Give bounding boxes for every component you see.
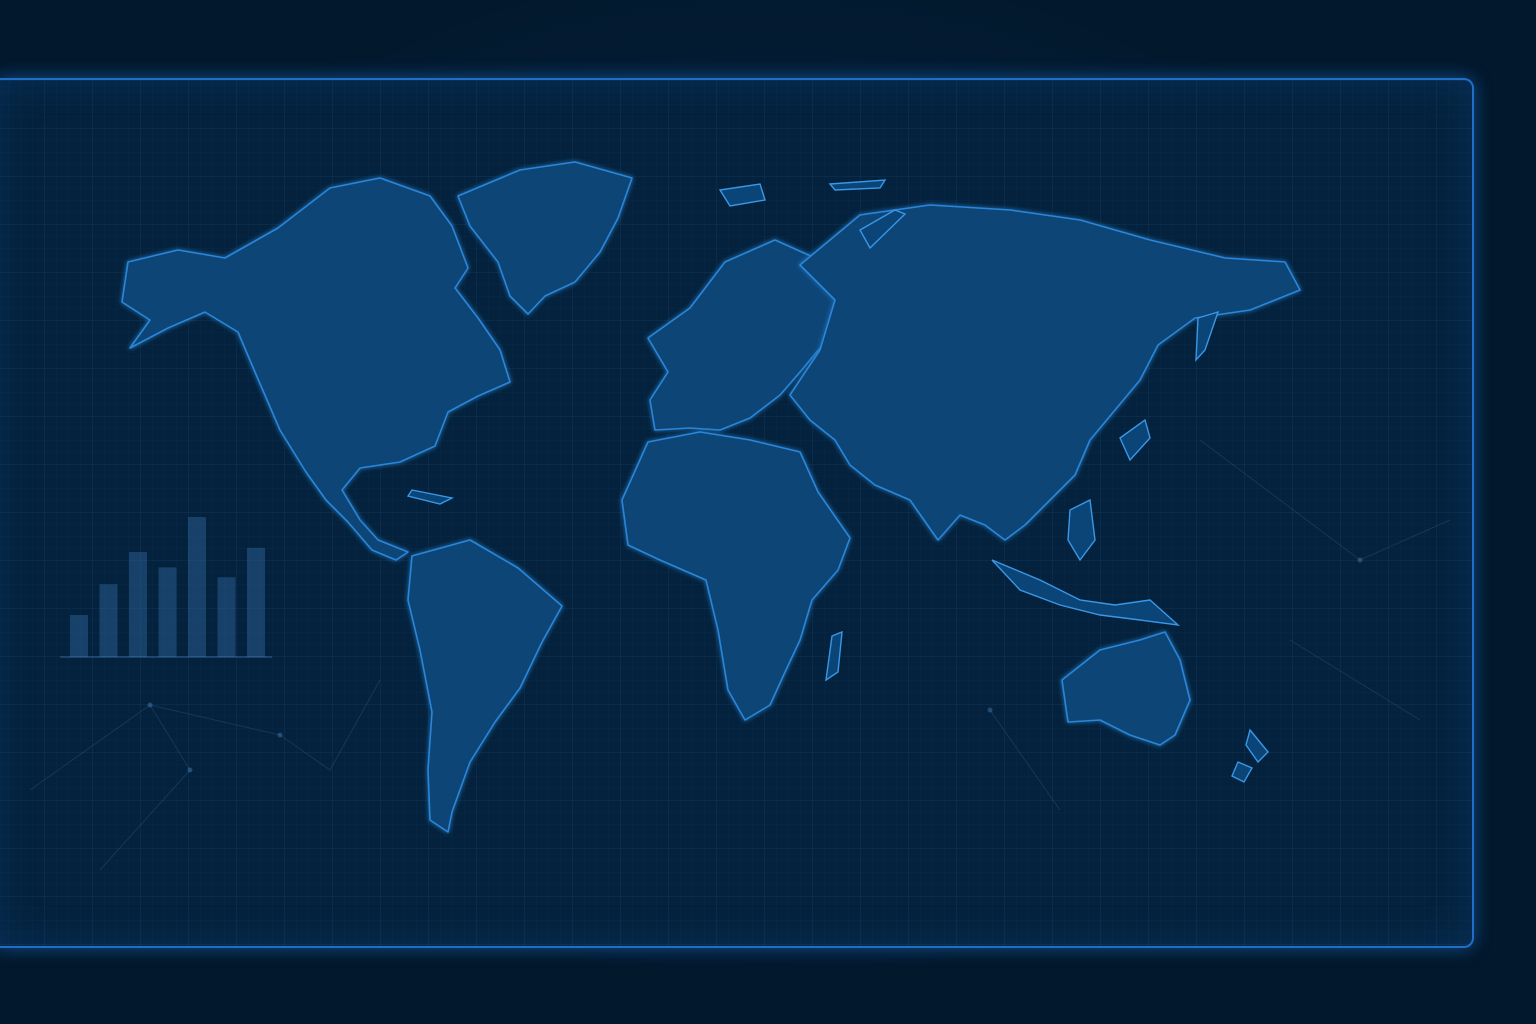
europe-shape — [647, 239, 843, 431]
background-bar-chart — [60, 517, 272, 658]
chart-bar-7 — [247, 547, 265, 657]
sakhalin-shape — [1195, 310, 1220, 362]
chart-bar-1 — [70, 615, 88, 657]
south-america-shape — [407, 539, 563, 833]
japan-shape — [1119, 418, 1151, 462]
chart-bar-3 — [129, 552, 147, 657]
chart-bar-6 — [217, 577, 236, 657]
chart-bar-2 — [99, 584, 118, 657]
north-america-shape — [121, 177, 511, 561]
philippines-islands — [1067, 498, 1096, 562]
new-zealand-shape — [1245, 728, 1269, 764]
chart-bar-5 — [188, 517, 206, 657]
arctic-islands — [828, 179, 887, 191]
greenland-shape — [457, 161, 633, 315]
madagascar-shape — [825, 630, 843, 682]
new-zealand-south-shape — [1231, 761, 1253, 783]
svalbard-shape — [718, 183, 766, 207]
africa-shape — [621, 431, 851, 721]
asia-shape — [789, 204, 1301, 541]
australia-shape — [1061, 631, 1191, 746]
network-lines — [29, 439, 1451, 871]
indonesia-islands — [991, 559, 1181, 626]
chart-bar-4 — [158, 567, 177, 657]
novaya-zemlya-shape — [859, 209, 907, 250]
caribbean-islands — [406, 489, 455, 505]
